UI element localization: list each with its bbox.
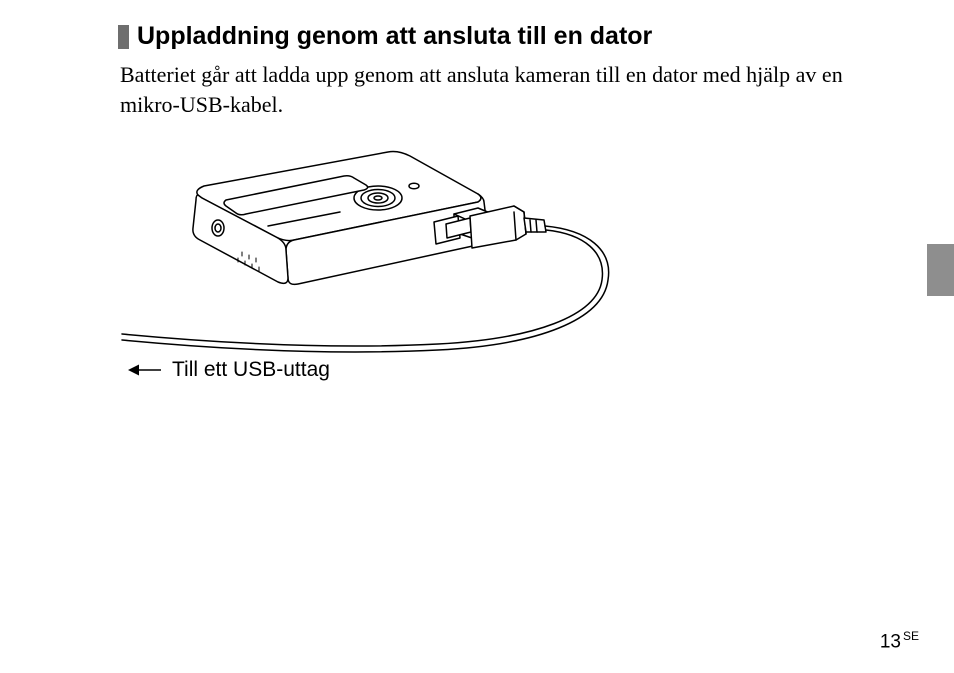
- camera-usb-illustration: [118, 140, 623, 365]
- figure-caption: Till ett USB-uttag: [128, 358, 330, 382]
- caption-text: Till ett USB-uttag: [172, 358, 330, 382]
- manual-page: Uppladdning genom att ansluta till en da…: [0, 0, 954, 673]
- page-edge-tab: [927, 244, 954, 296]
- arrow-left-icon: [128, 363, 162, 377]
- heading-text: Uppladdning genom att ansluta till en da…: [137, 22, 652, 51]
- body-paragraph: Batteriet går att ladda upp genom att an…: [120, 60, 850, 119]
- section-heading: Uppladdning genom att ansluta till en da…: [118, 22, 652, 51]
- heading-marker-icon: [118, 25, 129, 49]
- page-number-suffix: SE: [903, 629, 919, 643]
- page-number: 13SE: [880, 629, 919, 653]
- page-number-value: 13: [880, 631, 901, 652]
